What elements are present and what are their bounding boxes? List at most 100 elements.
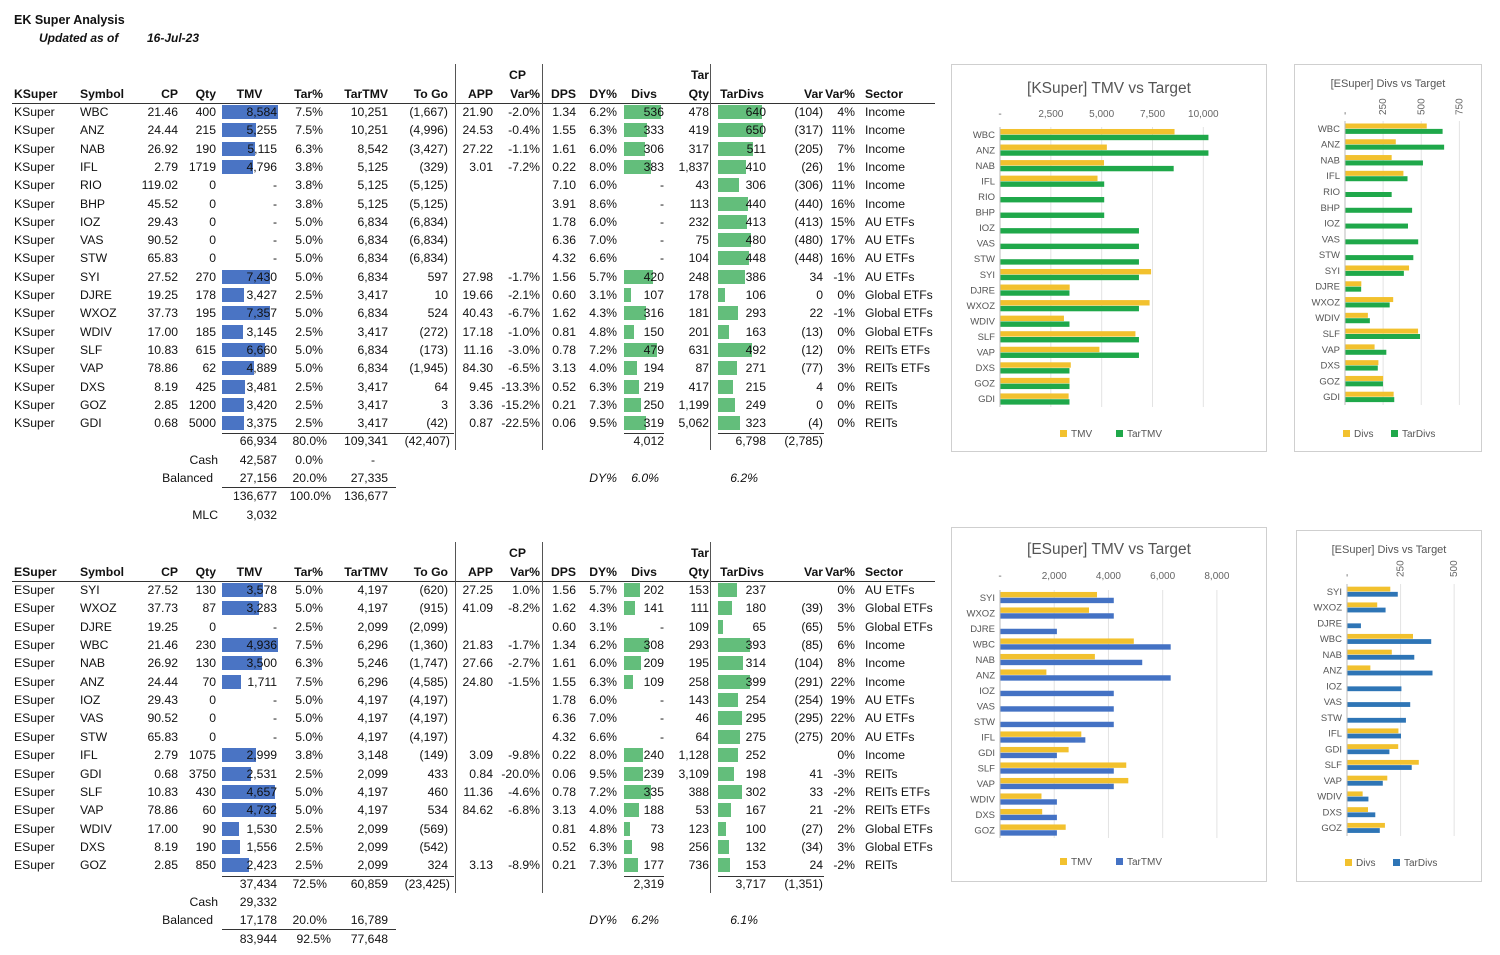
bar-divs[interactable] xyxy=(1345,123,1427,129)
bar-tartmv[interactable] xyxy=(1000,305,1139,312)
bar-tmv[interactable] xyxy=(1000,315,1064,322)
bar-tartmv[interactable] xyxy=(1000,721,1114,728)
header-qty[interactable]: Qty xyxy=(195,87,216,101)
header-qty[interactable]: Qty xyxy=(195,565,216,579)
header-tar-divs[interactable]: TarDivs xyxy=(720,87,764,101)
bar-tardivs[interactable] xyxy=(1347,639,1432,644)
cell-symbol[interactable]: DJRE xyxy=(80,288,112,302)
cell-symbol[interactable]: NAB xyxy=(80,141,106,156)
legend-label[interactable]: TarDivs xyxy=(1404,858,1437,869)
header-to-go[interactable]: To Go xyxy=(413,87,448,101)
header-dy-pct[interactable]: DY% xyxy=(589,87,617,101)
bar-tardivs[interactable] xyxy=(1347,654,1415,660)
bar-tardivs[interactable] xyxy=(1345,365,1378,371)
header-sector[interactable]: Sector xyxy=(865,87,903,101)
bar-tardivs[interactable] xyxy=(1347,607,1386,613)
bar-tardivs[interactable] xyxy=(1347,796,1369,802)
bar-tmv[interactable] xyxy=(1000,284,1070,290)
bar-tmv[interactable] xyxy=(1000,144,1107,150)
header-tar-divs[interactable]: TarDivs xyxy=(720,565,764,579)
cell-symbol[interactable]: NAB xyxy=(80,656,106,671)
legend-label[interactable]: Divs xyxy=(1356,858,1375,869)
bar-divs[interactable] xyxy=(1345,170,1404,176)
bar-divs[interactable] xyxy=(1347,602,1378,608)
bar-tardivs[interactable] xyxy=(1347,670,1433,676)
bar-divs[interactable] xyxy=(1345,265,1410,271)
bar-divs[interactable] xyxy=(1347,775,1388,781)
bar-divs[interactable] xyxy=(1347,744,1399,749)
bar-tardivs[interactable] xyxy=(1347,749,1390,755)
legend-label[interactable]: TarTMV xyxy=(1127,429,1162,440)
cell-symbol[interactable]: GDI xyxy=(80,416,102,431)
header-cp[interactable]: CP xyxy=(161,87,178,101)
bar-tmv[interactable] xyxy=(1000,746,1069,753)
bar-tmv[interactable] xyxy=(1000,331,1136,337)
header-app[interactable]: APP xyxy=(467,87,493,101)
cell-symbol[interactable]: IOZ xyxy=(80,214,101,229)
bar-divs[interactable] xyxy=(1347,822,1385,828)
bar-tartmv[interactable] xyxy=(1000,212,1105,218)
cell-symbol[interactable]: BHP xyxy=(80,196,106,211)
bar-divs[interactable] xyxy=(1347,665,1371,671)
bar-tartmv[interactable] xyxy=(1000,290,1070,296)
cell-symbol[interactable]: ANZ xyxy=(80,674,105,689)
esuper-divs-chart[interactable]: [ESuper] Divs vs Target - 250 500 SYI WXOZ DJR… xyxy=(1296,530,1482,882)
bar-tardivs[interactable] xyxy=(1347,765,1412,770)
ksuper-tmv-chart[interactable]: [KSuper] TMV vs Target - 2,500 5,000 7,500 10… xyxy=(951,64,1267,452)
cell-symbol[interactable]: STW xyxy=(80,729,108,744)
cell-symbol[interactable]: DXS xyxy=(80,839,106,854)
cell-symbol[interactable]: IOZ xyxy=(80,693,101,708)
bar-tartmv[interactable] xyxy=(1000,134,1209,141)
cell-symbol[interactable]: SYI xyxy=(80,269,100,284)
bar-tmv[interactable] xyxy=(1000,777,1129,784)
bar-tartmv[interactable] xyxy=(1000,181,1105,187)
bar-tartmv[interactable] xyxy=(1000,737,1086,743)
bar-tmv[interactable] xyxy=(1000,653,1095,660)
header-fund[interactable]: KSuper xyxy=(14,87,58,101)
bar-tartmv[interactable] xyxy=(1000,597,1114,604)
bar-divs[interactable] xyxy=(1345,281,1362,287)
bar-divs[interactable] xyxy=(1347,807,1368,812)
cell-symbol[interactable]: WBC xyxy=(80,638,109,653)
bar-tardivs[interactable] xyxy=(1345,207,1413,213)
cell-symbol[interactable]: STW xyxy=(80,251,108,266)
bar-tartmv[interactable] xyxy=(1000,274,1139,281)
legend-label[interactable]: TMV xyxy=(1071,429,1092,440)
header-tar-pct[interactable]: Tar% xyxy=(294,565,323,579)
bar-tardivs[interactable] xyxy=(1347,702,1411,707)
cell-symbol[interactable]: RIO xyxy=(80,178,102,193)
bar-tartmv[interactable] xyxy=(1000,337,1139,343)
cell-symbol[interactable]: ANZ xyxy=(80,123,105,138)
header-to-go[interactable]: To Go xyxy=(413,565,448,579)
bar-tmv[interactable] xyxy=(1000,808,1043,815)
bar-divs[interactable] xyxy=(1347,759,1419,765)
bar-tartmv[interactable] xyxy=(1000,644,1171,650)
bar-tartmv[interactable] xyxy=(1000,352,1139,358)
bar-divs[interactable] xyxy=(1345,344,1375,350)
bar-tardivs[interactable] xyxy=(1345,334,1421,339)
bar-divs[interactable] xyxy=(1347,649,1392,655)
bar-tartmv[interactable] xyxy=(1000,659,1143,666)
legend-label[interactable]: TarTMV xyxy=(1127,857,1162,868)
bar-tartmv[interactable] xyxy=(1000,752,1057,759)
bar-tartmv[interactable] xyxy=(1000,165,1174,172)
bar-tardivs[interactable] xyxy=(1345,128,1443,134)
bar-tmv[interactable] xyxy=(1000,362,1071,368)
bar-tartmv[interactable] xyxy=(1000,243,1139,250)
bar-tartmv[interactable] xyxy=(1000,783,1114,790)
bar-tartmv[interactable] xyxy=(1000,814,1057,821)
bar-divs[interactable] xyxy=(1345,328,1419,334)
bar-divs[interactable] xyxy=(1345,360,1379,366)
bar-tmv[interactable] xyxy=(1000,824,1066,830)
bar-tmv[interactable] xyxy=(1000,300,1150,306)
bar-tartmv[interactable] xyxy=(1000,383,1070,390)
header-dps[interactable]: DPS xyxy=(550,565,576,579)
cell-symbol[interactable]: DJRE xyxy=(80,619,112,634)
header-divs[interactable]: Divs xyxy=(631,565,657,579)
bar-tartmv[interactable] xyxy=(1000,706,1114,712)
bar-tartmv[interactable] xyxy=(1000,197,1105,203)
bar-tardivs[interactable] xyxy=(1347,780,1383,786)
cell-symbol[interactable]: WBC xyxy=(80,105,109,119)
cell-symbol[interactable]: IFL xyxy=(80,159,98,174)
bar-divs[interactable] xyxy=(1345,139,1396,145)
